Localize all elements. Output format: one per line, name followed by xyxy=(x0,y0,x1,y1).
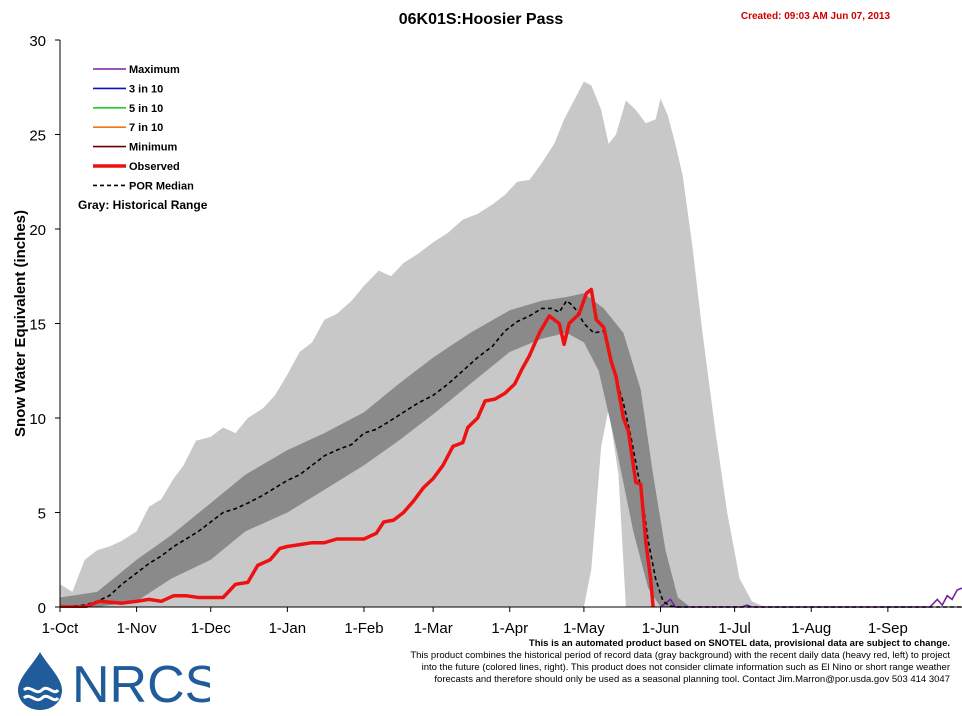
y-tick-label: 30 xyxy=(29,33,46,50)
range-note: Gray: Historical Range xyxy=(78,198,208,212)
disclaimer-line: forecasts and therefore should only be u… xyxy=(434,674,950,685)
disclaimer-line: This product combines the historical per… xyxy=(410,650,950,661)
x-tick-label: 1-Sep xyxy=(868,620,908,637)
legend-label: 7 in 10 xyxy=(129,122,163,134)
x-tick-label: 1-Mar xyxy=(414,620,453,637)
disclaimer-line: into the future (colored lines, right). … xyxy=(421,662,950,673)
legend-label: Observed xyxy=(129,161,180,173)
legend-label: 3 in 10 xyxy=(129,83,163,95)
x-tick-label: 1-Oct xyxy=(42,620,80,637)
y-tick-label: 0 xyxy=(38,600,46,617)
chart-title: 06K01S:Hoosier Pass xyxy=(398,11,564,28)
historical-inner-band xyxy=(60,293,962,607)
y-tick-label: 15 xyxy=(29,317,46,334)
nrcs-logo-text: NRCS xyxy=(72,656,210,712)
legend-label: Maximum xyxy=(129,64,180,76)
x-tick-label: 1-Feb xyxy=(344,620,383,637)
water-drop-logo-icon xyxy=(18,652,62,710)
x-tick-label: 1-Apr xyxy=(491,620,528,637)
legend-label: Minimum xyxy=(129,142,177,154)
x-tick-label: 1-Aug xyxy=(791,620,831,637)
disclaimer-lead: This is an automated product based on SN… xyxy=(528,638,950,649)
y-tick-label: 5 xyxy=(38,506,46,523)
nrcs-logo: NRCS xyxy=(18,652,210,712)
x-tick-label: 1-Jan xyxy=(269,620,307,637)
x-tick-label: 1-Jul xyxy=(718,620,751,637)
disclaimer: This is an automated product based on SN… xyxy=(300,638,950,686)
x-tick-label: 1-May xyxy=(563,620,605,637)
legend-label: 5 in 10 xyxy=(129,103,163,115)
legend-label: POR Median xyxy=(129,180,194,192)
created-timestamp: Created: 09:03 AM Jun 07, 2013 xyxy=(740,11,890,22)
series-observed xyxy=(60,287,655,608)
x-tick-label: 1-Dec xyxy=(191,620,232,637)
y-tick-label: 10 xyxy=(29,411,46,428)
y-tick-label: 25 xyxy=(29,128,46,145)
y-tick-label: 20 xyxy=(29,222,46,239)
y-axis-title: Snow Water Equivalent (inches) xyxy=(12,210,29,437)
x-tick-label: 1-Nov xyxy=(117,620,158,637)
x-tick-label: 1-Jun xyxy=(642,620,680,637)
